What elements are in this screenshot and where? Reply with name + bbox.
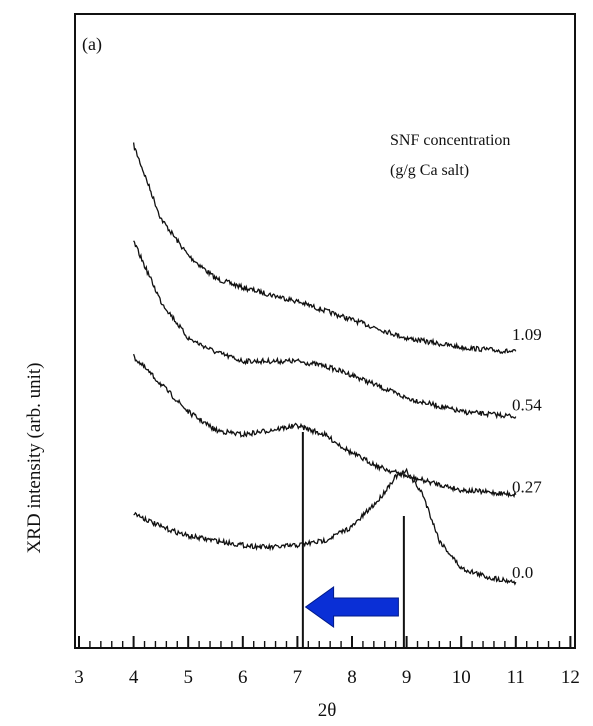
x-tick-label: 6 xyxy=(238,667,248,688)
x-tick-label: 4 xyxy=(129,667,139,688)
series-line-0.0 xyxy=(133,467,517,586)
series-labels: 1.09 0.54 0.27 0.0 xyxy=(512,325,542,582)
x-tick-label: 3 xyxy=(74,667,84,688)
x-axis-title: 2θ xyxy=(318,700,337,721)
series-group xyxy=(132,142,517,586)
series-label: 0.27 xyxy=(512,478,542,497)
shift-arrow xyxy=(304,586,399,628)
legend-title-line-2: (g/g Ca salt) xyxy=(390,162,469,179)
series-label: 0.54 xyxy=(512,395,542,414)
peak-marker-lines xyxy=(301,432,405,648)
series-label: 1.09 xyxy=(512,325,542,344)
x-tick-label: 10 xyxy=(452,667,471,688)
series-line-0.27 xyxy=(132,353,517,499)
plot-frame xyxy=(74,13,576,649)
series-line-0.54 xyxy=(133,240,517,420)
panel-label: (a) xyxy=(82,34,102,55)
series-label: 0.0 xyxy=(512,563,533,582)
y-axis-title: XRD intensity (arb. unit) xyxy=(24,362,45,553)
legend-title-line-1: SNF concentration xyxy=(390,132,510,149)
x-axis-ticks xyxy=(78,636,572,648)
x-tick-label: 5 xyxy=(183,667,193,688)
shift-arrow-shape xyxy=(304,586,399,628)
x-tick-label: 12 xyxy=(561,667,580,688)
x-tick-label: 11 xyxy=(507,667,525,688)
x-axis-tick-labels: 3 4 5 6 7 8 9 10 11 12 xyxy=(74,667,580,688)
x-tick-label: 8 xyxy=(347,667,357,688)
x-tick-label: 9 xyxy=(402,667,412,688)
x-tick-label: 7 xyxy=(293,667,303,688)
series-line-1.09 xyxy=(132,142,517,355)
